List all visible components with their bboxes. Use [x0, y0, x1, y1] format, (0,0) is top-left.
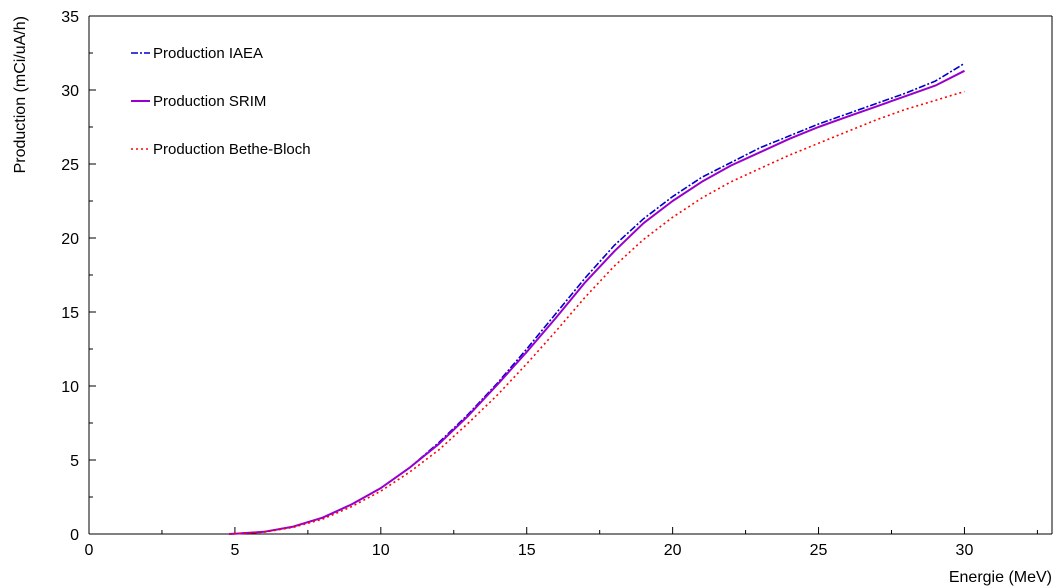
series-line-2: [229, 69, 965, 535]
series-line-1: [229, 62, 965, 535]
tick-labels: 0 5 10 15 20 25 30 0 5 10 15 20 25 30 35: [61, 9, 973, 559]
y-tick-label: 0: [70, 527, 79, 544]
x-tick-label: 0: [85, 542, 94, 559]
y-axis-title: Production (mCi/uA/h): [12, 16, 29, 173]
legend-label-3: Production Bethe-Bloch: [153, 141, 311, 158]
y-tick-label: 15: [61, 305, 79, 322]
x-tick-label: 5: [230, 542, 239, 559]
tick-marks: [88, 15, 1038, 535]
y-tick-label: 20: [61, 231, 79, 248]
y-tick-label: 10: [61, 379, 79, 396]
legend-label-2: Production SRIM: [153, 93, 266, 110]
x-tick-label: 30: [956, 542, 974, 559]
x-tick-label: 10: [372, 542, 390, 559]
x-tick-label: 15: [518, 542, 536, 559]
series-lines: [229, 62, 965, 535]
y-tick-label: 35: [61, 9, 79, 26]
y-tick-label: 25: [61, 157, 79, 174]
x-tick-label: 20: [664, 542, 682, 559]
series-line-3: [229, 90, 965, 535]
legend-label-1: Production IAEA: [153, 45, 263, 62]
y-tick-label: 30: [61, 83, 79, 100]
legend: Production IAEA Production SRIM Production…: [131, 45, 311, 158]
x-axis-title: Energie (MeV): [949, 569, 1052, 586]
y-tick-label: 5: [70, 453, 79, 470]
x-tick-label: 25: [810, 542, 828, 559]
